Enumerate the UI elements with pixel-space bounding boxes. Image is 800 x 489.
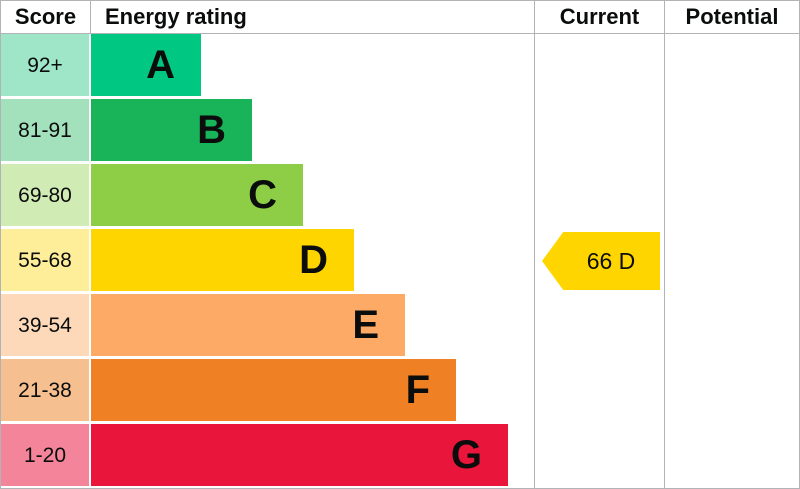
potential-column <box>664 34 799 488</box>
band-row: 39-54 E <box>1 294 534 359</box>
band-row: 69-80 C <box>1 164 534 229</box>
band-letter: D <box>299 238 328 282</box>
band-score: 21-38 <box>1 359 89 421</box>
band-letter: F <box>405 368 430 412</box>
band-score: 69-80 <box>1 164 89 226</box>
band-letter: A <box>146 43 175 87</box>
band-score: 55-68 <box>1 229 89 291</box>
band-bar: D <box>91 229 354 291</box>
band-bar: A <box>91 34 201 96</box>
band-score: 39-54 <box>1 294 89 356</box>
band-letter: B <box>197 108 226 152</box>
chart-body: 92+ A 81-91 B 69-80 C 55-68 D 39-54 E 21… <box>1 34 799 488</box>
header-score: Score <box>1 1 91 33</box>
band-bar: G <box>91 424 508 486</box>
band-row: 81-91 B <box>1 99 534 164</box>
band-bar: B <box>91 99 252 161</box>
band-row: 55-68 D <box>1 229 534 294</box>
band-bar: F <box>91 359 456 421</box>
band-row: 1-20 G <box>1 424 534 488</box>
header-potential: Potential <box>664 1 799 33</box>
band-rows: 92+ A 81-91 B 69-80 C 55-68 D 39-54 E 21… <box>1 34 534 488</box>
band-letter: G <box>450 433 482 477</box>
band-score: 1-20 <box>1 424 89 486</box>
band-row: 21-38 F <box>1 359 534 424</box>
band-score: 92+ <box>1 34 89 96</box>
band-bar: E <box>91 294 405 356</box>
current-column: 66 D <box>534 34 664 488</box>
band-row: 92+ A <box>1 34 534 99</box>
current-marker: 66 D <box>542 232 660 290</box>
header-current: Current <box>534 1 664 33</box>
header-energy-rating: Energy rating <box>105 4 247 29</box>
band-bar: C <box>91 164 303 226</box>
band-score: 81-91 <box>1 99 89 161</box>
band-letter: C <box>248 173 277 217</box>
chart-header: Score Energy rating Current Potential <box>1 1 799 34</box>
current-marker-label: 66 D <box>586 247 636 274</box>
band-letter: E <box>352 303 379 347</box>
